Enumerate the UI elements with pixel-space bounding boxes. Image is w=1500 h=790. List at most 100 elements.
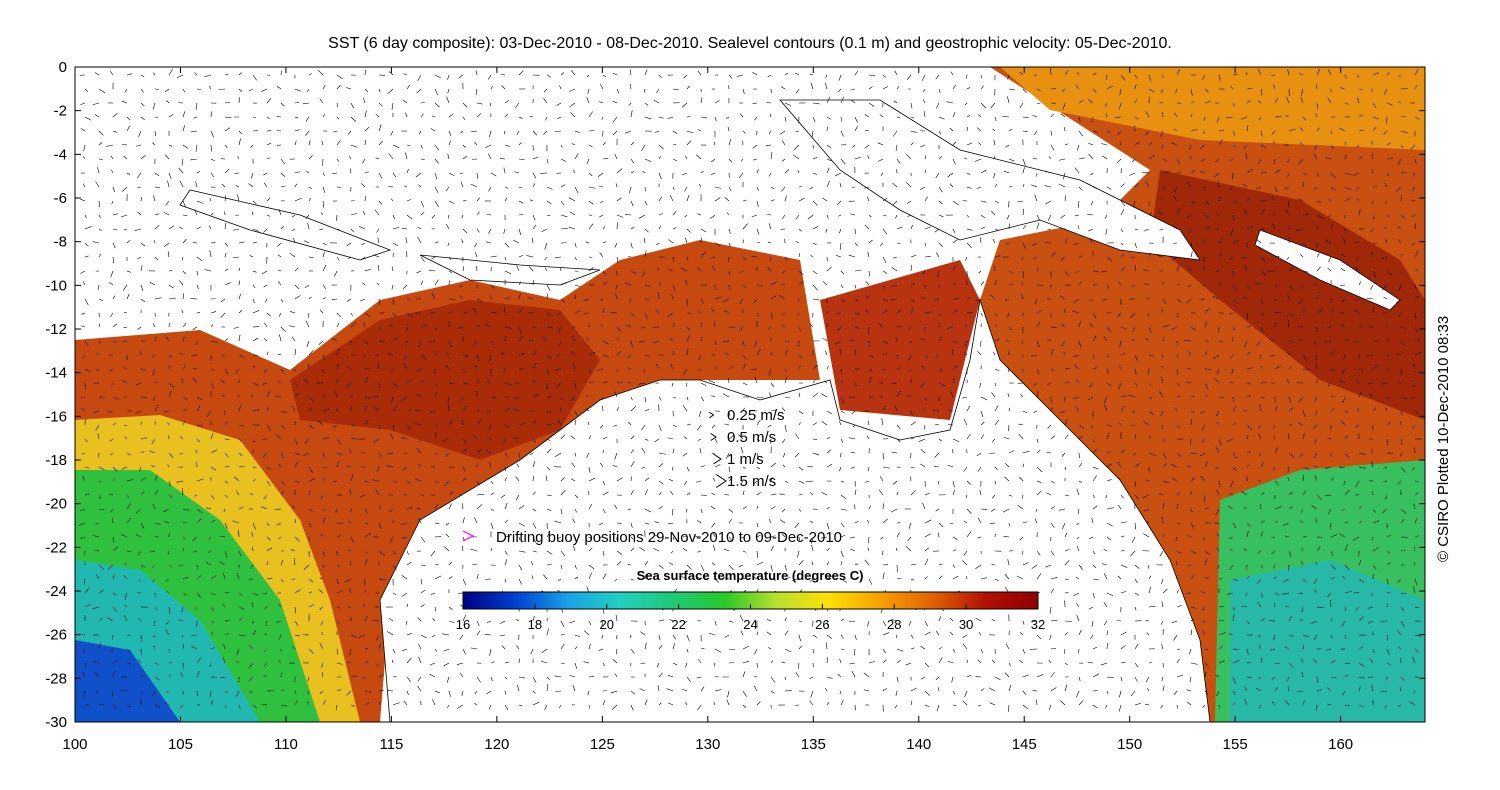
velocity-vector [1229,158,1234,162]
velocity-vector [602,573,607,580]
velocity-vector [627,256,632,258]
velocity-vector [821,536,828,539]
velocity-vector [882,353,888,356]
velocity-vector [434,391,438,398]
velocity-vector [1274,298,1278,303]
velocity-vector [728,377,730,384]
velocity-vector [1328,256,1332,263]
velocity-vector [658,463,664,468]
velocity-vector [728,270,730,276]
velocity-vector [518,200,524,204]
velocity-vector [1131,158,1136,163]
velocity-vector [1171,477,1178,482]
velocity-vector [475,88,478,95]
velocity-vector [880,172,884,177]
velocity-vector [1413,382,1416,388]
velocity-vector [500,494,506,498]
velocity-vector [126,704,131,708]
velocity-vector [1414,410,1419,415]
velocity-vector [1410,199,1416,202]
velocity-vector [1313,186,1318,190]
velocity-vector [599,252,604,258]
velocity-vector [920,382,926,388]
velocity-vector [1344,154,1347,160]
velocity-vector [1400,421,1402,426]
velocity-vector [1316,606,1324,608]
velocity-vector [1032,690,1038,692]
velocity-vector [1215,158,1220,163]
velocity-vector [644,284,651,287]
velocity-vector [111,648,114,653]
velocity-vector [754,685,758,692]
velocity-vector [252,409,260,412]
velocity-vector [1352,536,1360,541]
velocity-vector [123,604,128,608]
velocity-vector [1370,228,1374,233]
velocity-vector [812,364,818,370]
velocity-vector [560,489,566,496]
velocity-vector [504,242,510,248]
velocity-vector [456,704,464,709]
velocity-vector [882,466,890,469]
velocity-vector [210,144,212,152]
velocity-vector [599,101,604,104]
velocity-vector [1062,102,1066,110]
velocity-vector [304,240,310,244]
velocity-vector [126,293,130,300]
velocity-vector [583,630,590,636]
velocity-vector [1008,158,1015,162]
velocity-vector [391,266,394,272]
velocity-vector [1120,449,1126,454]
velocity-vector [1190,200,1196,205]
velocity-vector [546,684,549,692]
velocity-vector [317,420,324,426]
velocity-vector [558,340,562,346]
velocity-vector [364,690,372,693]
velocity-vector [1327,267,1332,272]
velocity-vector [1005,463,1010,468]
velocity-vector [1190,101,1194,104]
velocity-vector [154,704,160,708]
velocity-vector [938,155,942,160]
velocity-vector [952,480,955,488]
velocity-vector [168,172,172,179]
velocity-vector [196,592,202,598]
velocity-vector [1050,577,1058,580]
velocity-vector [1022,550,1024,555]
velocity-vector [952,378,955,384]
velocity-vector [1100,270,1108,273]
velocity-vector [979,382,982,388]
velocity-vector [682,452,688,457]
velocity-vector [882,632,890,636]
velocity-vector [322,393,326,398]
velocity-vector [322,699,326,706]
velocity-vector [910,563,916,566]
velocity-vector [94,549,100,552]
velocity-vector [1199,410,1206,414]
velocity-vector [1396,186,1402,192]
velocity-vector [462,477,467,482]
velocity-vector [294,558,296,566]
velocity-vector [94,114,100,118]
velocity-vector [994,405,999,412]
velocity-vector [84,226,92,230]
velocity-vector [350,322,356,328]
velocity-vector [644,116,652,120]
velocity-vector [952,158,956,165]
velocity-vector [349,648,352,656]
velocity-vector [924,558,929,566]
velocity-vector [1130,312,1136,319]
velocity-vector [376,634,380,641]
velocity-vector [896,547,898,552]
velocity-vector [1146,296,1150,300]
velocity-vector [1372,102,1377,108]
velocity-vector [921,270,926,275]
velocity-vector [1411,242,1416,245]
velocity-vector [1325,239,1332,244]
velocity-vector [750,368,758,371]
velocity-vector [1120,406,1125,412]
velocity-vector [1161,601,1164,608]
velocity-vector [742,223,748,230]
velocity-vector [740,446,744,454]
velocity-vector [420,634,427,639]
